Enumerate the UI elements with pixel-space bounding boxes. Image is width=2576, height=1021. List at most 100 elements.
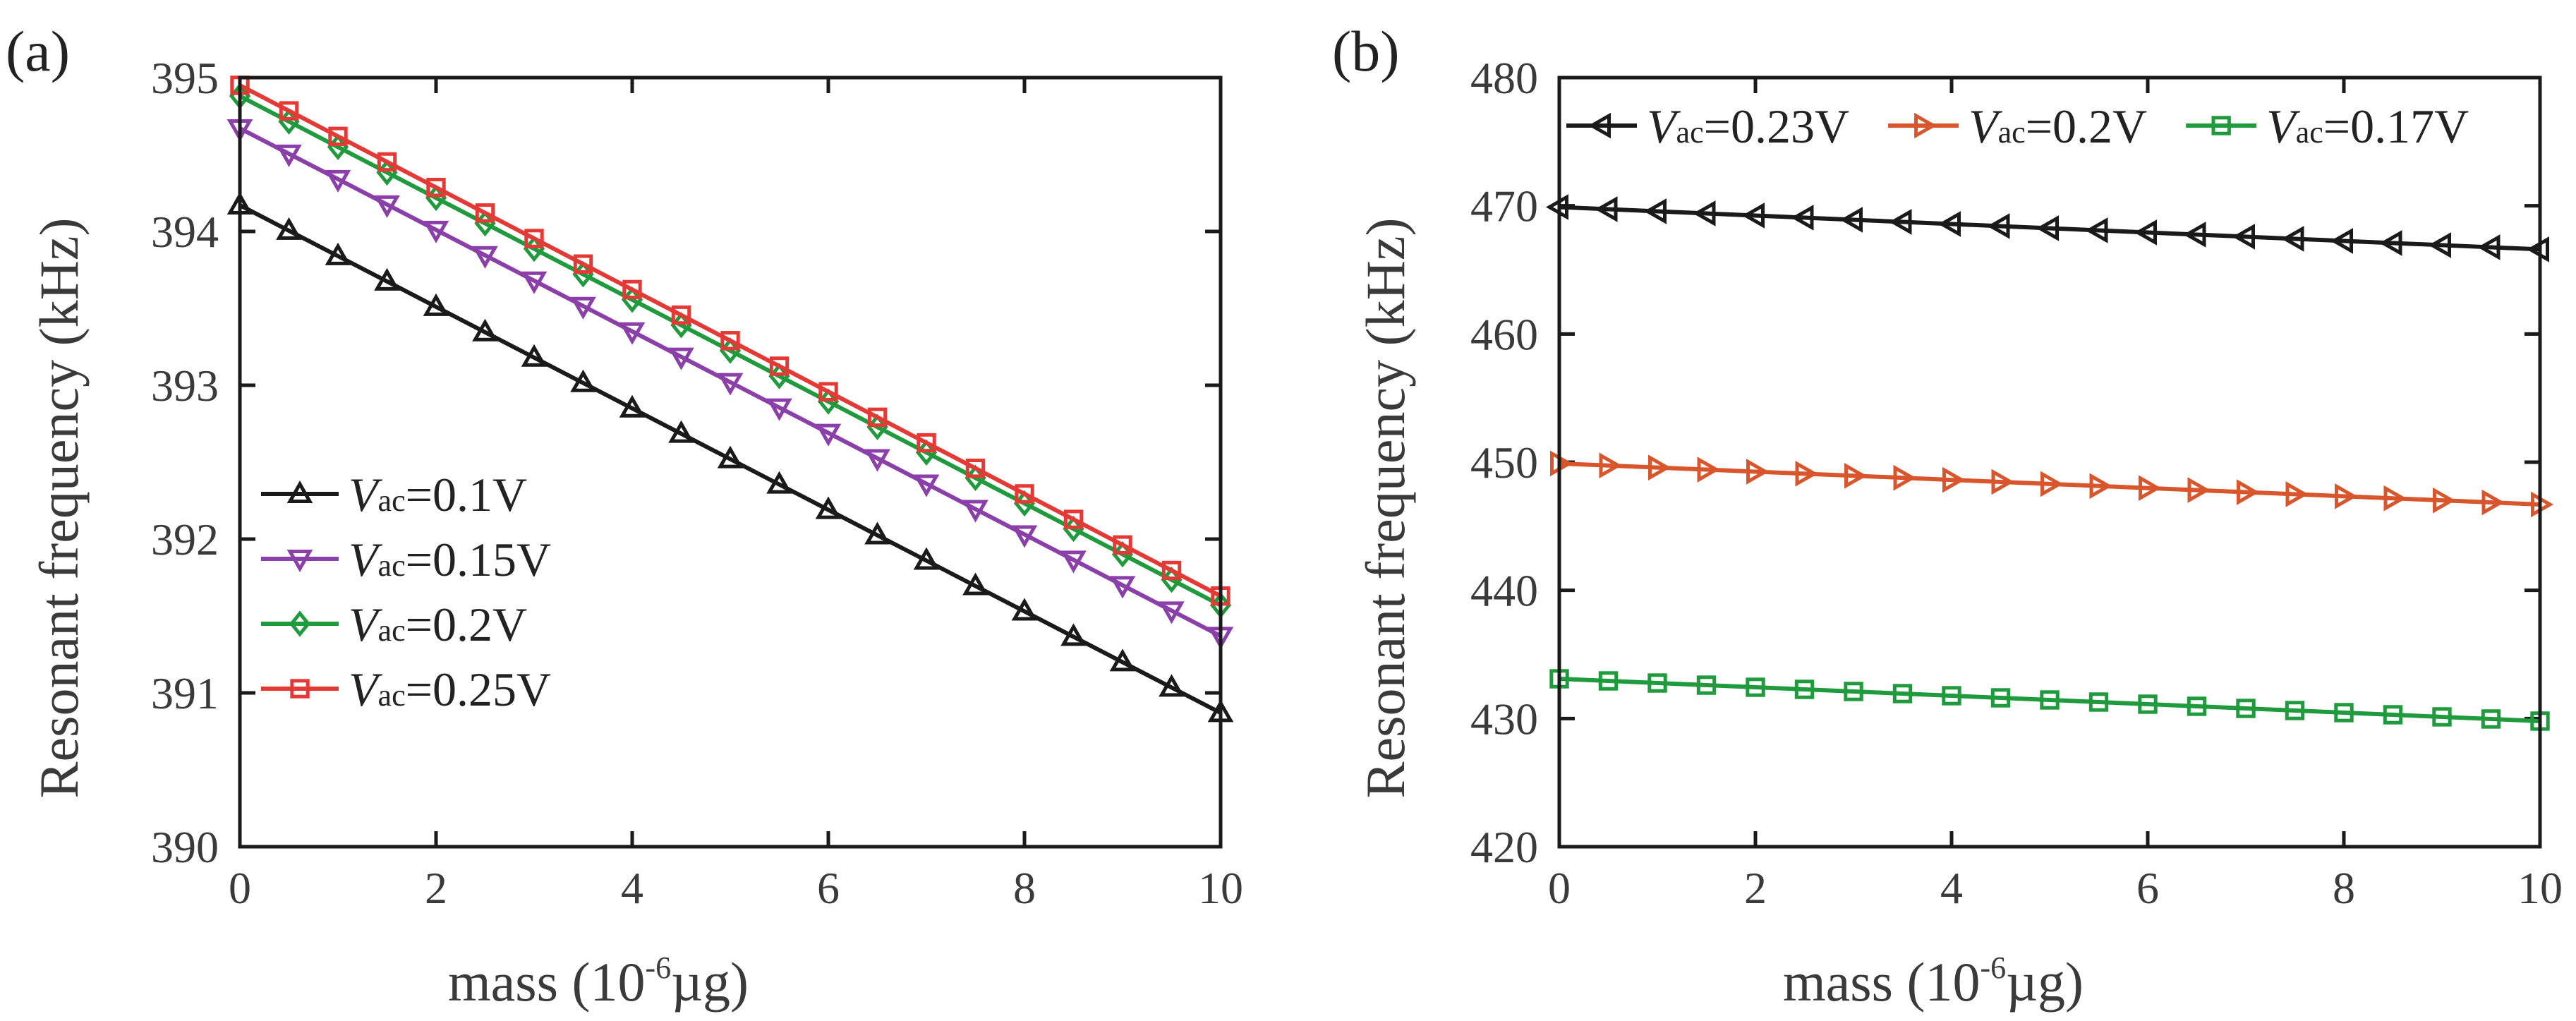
panel-a-series-3-marker <box>1161 560 1182 581</box>
panel-a-series-3-marker <box>671 305 691 325</box>
panel-a-legend-label: Vac=0.25V <box>349 663 551 716</box>
panel-b-series-2-marker <box>1794 679 1815 699</box>
panel-b-series-0-marker <box>1643 198 1667 224</box>
panel-b-series-1-marker <box>1942 466 1966 493</box>
panel-b-series-2-marker <box>2432 707 2452 727</box>
panel-b-series-0-marker <box>1839 207 1863 233</box>
panel-a-series-0-line <box>238 203 1222 715</box>
panel-a-series-3-marker <box>818 382 838 401</box>
panel-b-series-1-marker <box>2285 481 2309 507</box>
panel-a-series-0-marker <box>962 572 988 596</box>
panel-b-series-0 <box>1545 194 2549 262</box>
panel-a: (a) Resonant frequency (kHz) mass (10-6µ… <box>6 19 1243 1013</box>
panel-b-series-1-marker <box>1697 457 1720 483</box>
panel-a-series-3-marker <box>917 433 936 453</box>
panel-a-series-1-marker <box>1060 550 1087 574</box>
panel-b-series-2-marker <box>1844 682 1863 701</box>
panel-b-label: (b) <box>1332 19 1400 83</box>
panel-b-series-2-marker <box>1942 686 1961 706</box>
panel-a-series-1-marker <box>325 169 351 193</box>
panel-a-series-1 <box>226 119 1234 650</box>
panel-a-legend-entry-0: Vac=0.1V <box>261 468 527 521</box>
panel-a-x-tick-label: 4 <box>621 863 643 913</box>
panel-a-series-1-line <box>238 126 1222 639</box>
panel-a-y-tick-label: 390 <box>151 822 219 872</box>
panel-b-series-2-marker <box>1892 684 1913 703</box>
panel-b-legend-label: Vac=0.17V <box>2266 99 2469 153</box>
panel-b-y-tick-label: 460 <box>1470 309 1538 359</box>
panel-b-series-1 <box>1550 450 2554 518</box>
panel-a-series-3-marker <box>377 152 397 172</box>
panel-b-x-tick-label: 4 <box>1940 863 1963 913</box>
panel-b-series-2-marker <box>2383 705 2403 725</box>
panel-b-legend: Vac=0.23V Vac=0.2V Vac=0.17V <box>1566 99 2469 153</box>
panel-b-series-0-marker <box>1693 200 1716 226</box>
panel-a-series-0-marker <box>374 267 400 291</box>
panel-b-series-1-marker <box>1599 452 1622 479</box>
panel-a-series-3-marker <box>1113 535 1132 555</box>
panel-a-series-0-marker <box>717 445 744 469</box>
panel-a-series-2-marker <box>1063 515 1084 543</box>
panel-b-plot-frame <box>1557 75 2542 849</box>
panel-a-y-tick-label: 393 <box>151 361 219 411</box>
panel-b-legend-swatch-marker <box>1914 112 1937 139</box>
panel-a-series-3-marker <box>965 459 986 478</box>
panel-a-x-tick-label: 10 <box>1198 863 1243 913</box>
panel-b-legend-swatch-marker <box>1588 112 1611 139</box>
panel-a-series-1-marker <box>521 271 548 294</box>
panel-a-x-tick-label: 6 <box>817 863 840 913</box>
panel-a-y-tick-label: 394 <box>151 207 219 257</box>
panel-b-legend-entry-0: Vac=0.23V <box>1566 99 1849 153</box>
panel-b-series-1-marker <box>1746 459 1770 485</box>
panel-a-series-0-marker <box>766 471 792 494</box>
panel-b-series-1-marker <box>1844 462 1868 489</box>
panel-a-series-1-marker <box>815 423 842 447</box>
panel-a-legend-swatch-marker <box>290 679 310 699</box>
panel-b-series-0-marker <box>1791 205 1814 231</box>
panel-b-series-2-marker <box>1598 671 1619 691</box>
panel-a-series-1-marker <box>423 220 449 243</box>
panel-a-series-3-marker <box>573 254 593 274</box>
panel-b-series-2-marker <box>2040 690 2060 710</box>
panel-b-series-0-marker <box>2232 224 2255 250</box>
panel-b-y-tick-label: 430 <box>1470 694 1538 744</box>
panel-b-series-1-marker <box>2481 489 2505 516</box>
panel-b-series-1-marker <box>1795 461 1818 487</box>
panel-a-series-1-marker <box>1159 601 1185 624</box>
panel-b-series-1-marker <box>2040 471 2064 497</box>
panel-a-legend-label: Vac=0.2V <box>349 598 527 651</box>
panel-a-series-0-marker <box>325 242 351 265</box>
panel-a-y-tick-label: 391 <box>151 668 219 718</box>
panel-b-series-2-marker <box>1647 673 1667 693</box>
panel-a-x-tick-label: 0 <box>229 863 251 913</box>
panel-a-series-1-marker <box>717 373 744 396</box>
panel-b-series-1-marker <box>1648 454 1671 481</box>
panel-a-series-1-marker <box>276 144 302 167</box>
panel-b-x-axis-title: mass (10-6µg) <box>1783 950 2084 1013</box>
panel-a-series-3-line <box>238 83 1222 598</box>
panel-a-series-2-marker <box>1111 540 1134 568</box>
panel-b-series-1-marker <box>1991 469 2014 495</box>
panel-b-series-1-line <box>1559 461 2541 507</box>
panel-a-series-0-marker <box>864 521 890 545</box>
panel-b-x-tick-label: 0 <box>1548 863 1571 913</box>
panel-b-y-tick-label: 440 <box>1470 566 1538 616</box>
panel-a-series-3-marker <box>328 126 348 146</box>
panel-b-series-1-marker <box>2139 475 2162 502</box>
panel-a-legend: Vac=0.1V Vac=0.15V Vac=0.2V Vac=0.25V <box>261 468 551 716</box>
panel-a-label: (a) <box>6 19 70 83</box>
panel-b-series-1-marker <box>1893 464 1916 491</box>
panel-b-series-0-marker <box>1937 211 1961 237</box>
panel-b-series-2-marker <box>1990 688 2011 708</box>
panel-a-y-axis-title: Resonant frequency (kHz) <box>28 218 90 799</box>
panel-a-series-0 <box>226 191 1234 723</box>
panel-a-series-0-marker <box>1109 648 1136 672</box>
panel-a-series-1-marker <box>570 296 596 320</box>
panel-a-series-0-marker <box>276 217 302 240</box>
panel-a-legend-entry-1: Vac=0.15V <box>261 533 551 586</box>
panel-a-series-3-marker <box>1063 509 1084 529</box>
panel-a-x-tick-label: 2 <box>425 863 447 913</box>
panel-a-series-1-marker <box>374 195 400 218</box>
panel-a-series-0-marker <box>815 496 842 519</box>
